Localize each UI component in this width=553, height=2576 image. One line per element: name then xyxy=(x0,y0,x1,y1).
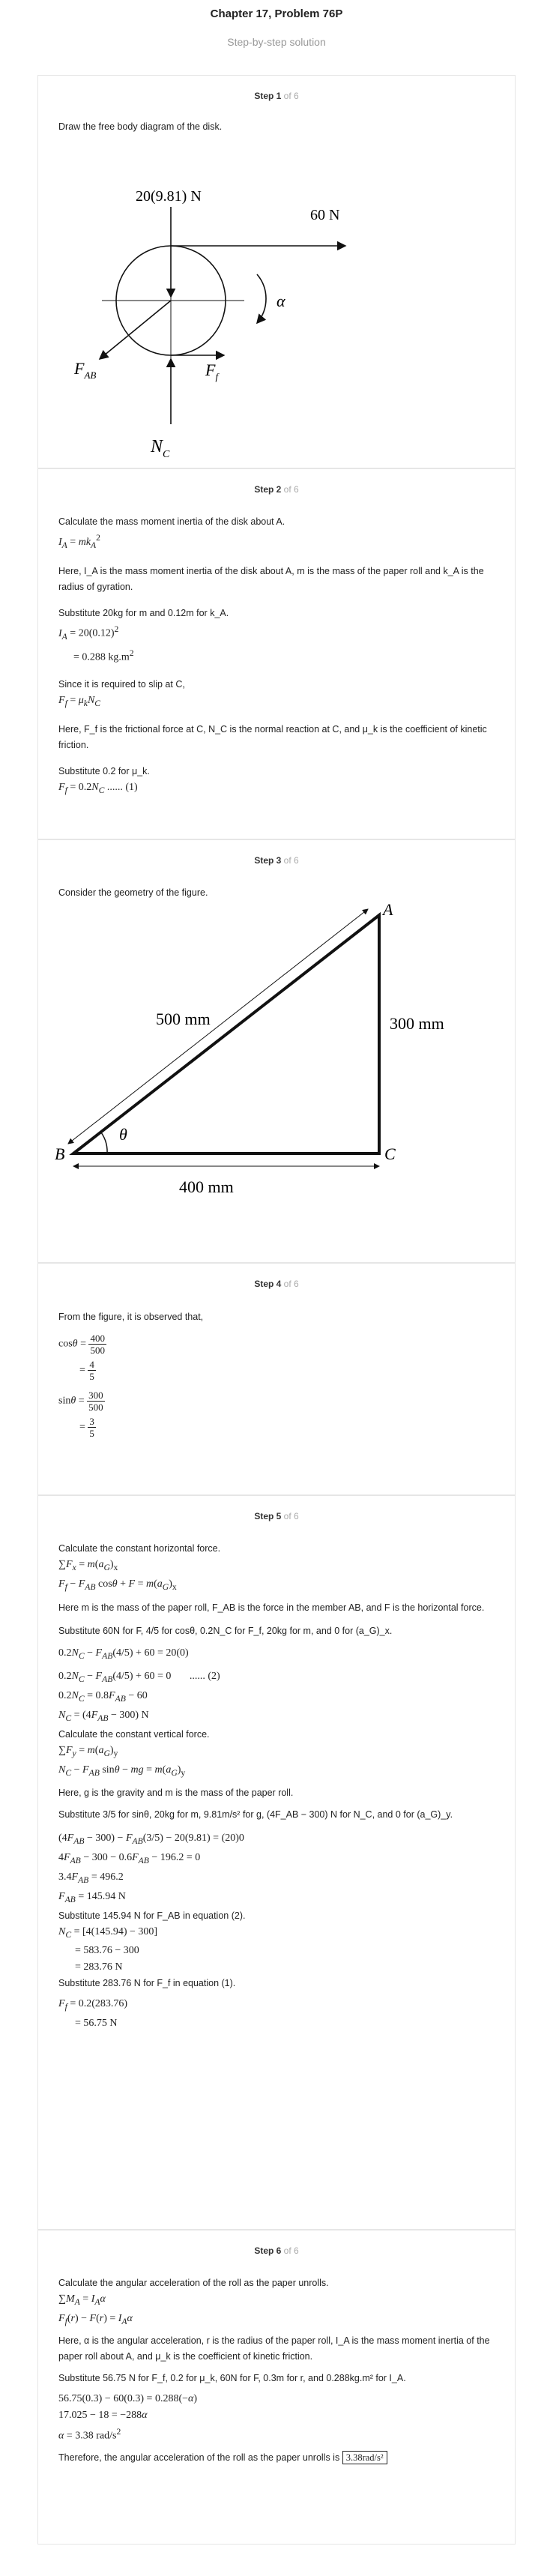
svg-text:300 mm: 300 mm xyxy=(390,1014,444,1033)
s2-text-5: Here, F_f is the frictional force at C, … xyxy=(58,724,487,751)
alpha-arrow xyxy=(256,274,267,325)
s6-text-2: Here, α is the angular acceleration, r i… xyxy=(58,2335,490,2362)
step-5-card: Step 5 of 6 Calculate the constant horiz… xyxy=(37,1495,516,2230)
fab-arrow xyxy=(98,300,172,361)
alpha-label: α xyxy=(276,292,285,310)
s6-answer-line: Therefore, the angular acceleration of t… xyxy=(58,2450,495,2466)
step-5-heading: Step 5 of 6 xyxy=(254,1511,299,1521)
cos-eq: cosθ = 400 500 xyxy=(58,1333,106,1356)
step-4-intro: From the figure, it is observed that, xyxy=(58,1312,204,1322)
s5-text-1: Calculate the constant horizontal force. xyxy=(58,1543,221,1554)
s2-text-2: Here, I_A is the mass moment inertia of … xyxy=(58,566,484,593)
weight-label: 20(9.81) N xyxy=(136,188,202,205)
s2-eq-5: Ff = 0.2NC ...... (1) xyxy=(58,782,138,796)
s2-eq-4: Ff = μkNC xyxy=(58,694,101,708)
step-2-heading: Step 2 of 6 xyxy=(254,484,299,495)
svg-text:θ: θ xyxy=(119,1125,127,1144)
s5-text-8: Substitute 283.76 N for F_f in equation … xyxy=(58,1978,236,1989)
s5-text-6: Substitute 3/5 for sinθ, 20kg for m, 9.8… xyxy=(58,1809,453,1821)
s5-text-5: Here, g is the gravity and m is the mass… xyxy=(58,1788,294,1799)
svg-text:500 mm: 500 mm xyxy=(156,1010,211,1028)
s2-text-6: Substitute 0.2 for μ_k. xyxy=(58,766,150,777)
theta-arc xyxy=(100,1132,108,1154)
step-4-heading: Step 4 of 6 xyxy=(254,1279,299,1289)
sin-eq: sinθ = 300 500 xyxy=(58,1390,105,1413)
s2-eq-2: IA = 20(0.12)2 xyxy=(58,624,119,642)
s2-text-4: Since it is required to slip at C, xyxy=(58,678,185,690)
svg-text:NC: NC xyxy=(150,437,170,460)
s5-text-3: Substitute 60N for F, 4/5 for cosθ, 0.2N… xyxy=(58,1625,393,1636)
final-answer: 3.38rad/s² xyxy=(342,2451,387,2465)
hypotenuse-dimension xyxy=(67,908,369,1144)
s6-text-3: Substitute 56.75 N for F_f, 0.2 for μ_k,… xyxy=(58,2372,406,2383)
triangle xyxy=(69,911,381,1155)
step-1-card: Step 1 of 6 Draw the free body diagram o… xyxy=(37,75,516,468)
step-4-card: Step 4 of 6 From the figure, it is obser… xyxy=(37,1263,516,1495)
s5-text-2: Here m is the mass of the paper roll, F_… xyxy=(58,1602,485,1613)
step-6-heading: Step 6 of 6 xyxy=(254,2245,299,2256)
step-3-heading: Step 3 of 6 xyxy=(254,855,299,866)
svg-text:C: C xyxy=(384,1144,396,1163)
s5-text-7: Substitute 145.94 N for F_AB in equation… xyxy=(58,1910,246,1921)
s6-text-1: Calculate the angular acceleration of th… xyxy=(58,2278,329,2288)
step-6-card: Step 6 of 6 Calculate the angular accele… xyxy=(37,2230,516,2545)
step-1-intro: Draw the free body diagram of the disk. xyxy=(58,121,223,132)
svg-text:FAB: FAB xyxy=(73,359,96,381)
geometry-triangle: A B C θ 500 mm 300 mm 400 mm xyxy=(55,900,444,1196)
step-3-card: Step 3 of 6 Consider the geometry of the… xyxy=(37,839,516,1263)
step-3-intro: Consider the geometry of the figure. xyxy=(58,887,208,898)
page-subtitle: Step-by-step solution xyxy=(227,36,326,48)
step-2-card: Step 2 of 6 Calculate the mass moment in… xyxy=(37,468,516,839)
s2-eq-1: IA = mkA2 xyxy=(58,533,100,550)
page-title: Chapter 17, Problem 76P xyxy=(210,7,343,20)
horizontal-force-label: 60 N xyxy=(310,207,339,223)
s2-eq-3: = 0.288 kg.m2 xyxy=(73,648,134,663)
free-body-diagram: 20(9.81) N 60 N α FAB Ff NC xyxy=(73,188,347,460)
svg-text:400 mm: 400 mm xyxy=(179,1177,234,1196)
s2-text-1: Calculate the mass moment inertia of the… xyxy=(58,516,285,527)
svg-text:B: B xyxy=(55,1144,64,1163)
svg-text:Ff: Ff xyxy=(205,361,220,382)
s5-text-4: Calculate the constant vertical force. xyxy=(58,1728,210,1740)
s2-text-3: Substitute 20kg for m and 0.12m for k_A. xyxy=(58,608,229,619)
svg-text:A: A xyxy=(381,900,393,919)
step-1-heading: Step 1 of 6 xyxy=(254,91,299,101)
